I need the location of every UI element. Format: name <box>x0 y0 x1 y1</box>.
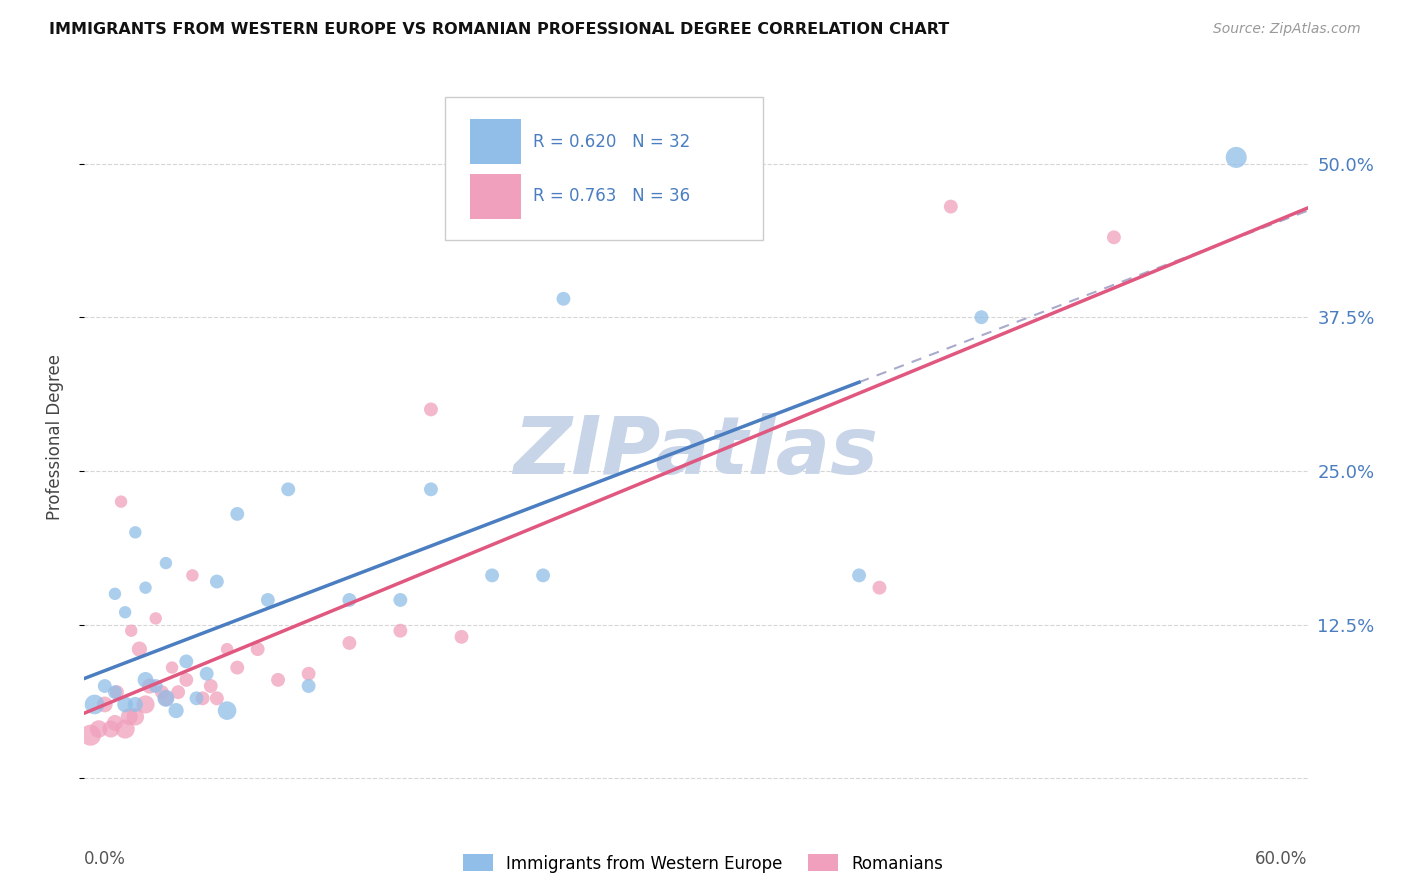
Point <box>217 642 239 657</box>
Text: R = 0.763   N = 36: R = 0.763 N = 36 <box>533 187 690 205</box>
Point <box>114 722 136 736</box>
FancyBboxPatch shape <box>446 97 763 240</box>
Point <box>1225 150 1247 164</box>
Point <box>298 679 321 693</box>
Point <box>939 200 962 214</box>
Point <box>145 611 167 625</box>
Point <box>869 581 891 595</box>
Point <box>128 642 150 657</box>
Point <box>217 704 239 718</box>
Text: Source: ZipAtlas.com: Source: ZipAtlas.com <box>1213 22 1361 37</box>
Point <box>83 698 105 712</box>
Point <box>110 494 132 508</box>
Point <box>93 679 117 693</box>
Point <box>481 568 503 582</box>
Point <box>124 698 146 712</box>
Y-axis label: Professional Degree: Professional Degree <box>45 354 63 520</box>
Point <box>553 292 575 306</box>
Point <box>298 666 321 681</box>
Text: ZIPatlas: ZIPatlas <box>513 413 879 491</box>
Point <box>205 691 228 706</box>
Point <box>1102 230 1125 244</box>
Point <box>118 710 141 724</box>
Point <box>339 593 361 607</box>
Point <box>114 698 136 712</box>
FancyBboxPatch shape <box>470 174 522 219</box>
Point <box>135 698 157 712</box>
Point <box>226 507 249 521</box>
Point <box>970 310 993 325</box>
Point <box>138 679 160 693</box>
Point <box>93 698 117 712</box>
Point <box>420 483 443 497</box>
Point <box>339 636 361 650</box>
Point <box>104 587 127 601</box>
Point <box>87 722 110 736</box>
Point <box>389 593 412 607</box>
FancyBboxPatch shape <box>470 119 522 164</box>
Point <box>135 673 157 687</box>
Point <box>167 685 190 699</box>
Text: R = 0.620   N = 32: R = 0.620 N = 32 <box>533 133 690 151</box>
Point <box>176 655 198 669</box>
Point <box>277 483 299 497</box>
Point <box>165 704 187 718</box>
Legend: Immigrants from Western Europe, Romanians: Immigrants from Western Europe, Romanian… <box>457 847 949 880</box>
Point <box>176 673 198 687</box>
Point <box>124 525 146 540</box>
Text: IMMIGRANTS FROM WESTERN EUROPE VS ROMANIAN PROFESSIONAL DEGREE CORRELATION CHART: IMMIGRANTS FROM WESTERN EUROPE VS ROMANI… <box>49 22 949 37</box>
Point <box>114 605 136 619</box>
Point <box>120 624 142 638</box>
Point <box>155 691 177 706</box>
Point <box>420 402 443 417</box>
Point <box>181 568 204 582</box>
Point <box>79 728 101 742</box>
Point <box>186 691 208 706</box>
Point <box>389 624 412 638</box>
Point <box>191 691 214 706</box>
Point <box>531 568 554 582</box>
Point <box>160 660 183 674</box>
Text: 60.0%: 60.0% <box>1256 850 1308 868</box>
Text: 0.0%: 0.0% <box>84 850 127 868</box>
Point <box>155 691 177 706</box>
Point <box>195 666 218 681</box>
Point <box>200 679 222 693</box>
Point <box>135 581 157 595</box>
Point <box>104 685 127 699</box>
Point <box>267 673 290 687</box>
Point <box>450 630 472 644</box>
Point <box>105 685 128 699</box>
Point <box>104 715 127 730</box>
Point <box>100 722 122 736</box>
Point <box>848 568 870 582</box>
Point <box>124 710 146 724</box>
Point <box>205 574 228 589</box>
Point <box>155 556 177 570</box>
Point <box>246 642 269 657</box>
Point <box>226 660 249 674</box>
Point <box>150 685 173 699</box>
Point <box>257 593 280 607</box>
Point <box>145 679 167 693</box>
